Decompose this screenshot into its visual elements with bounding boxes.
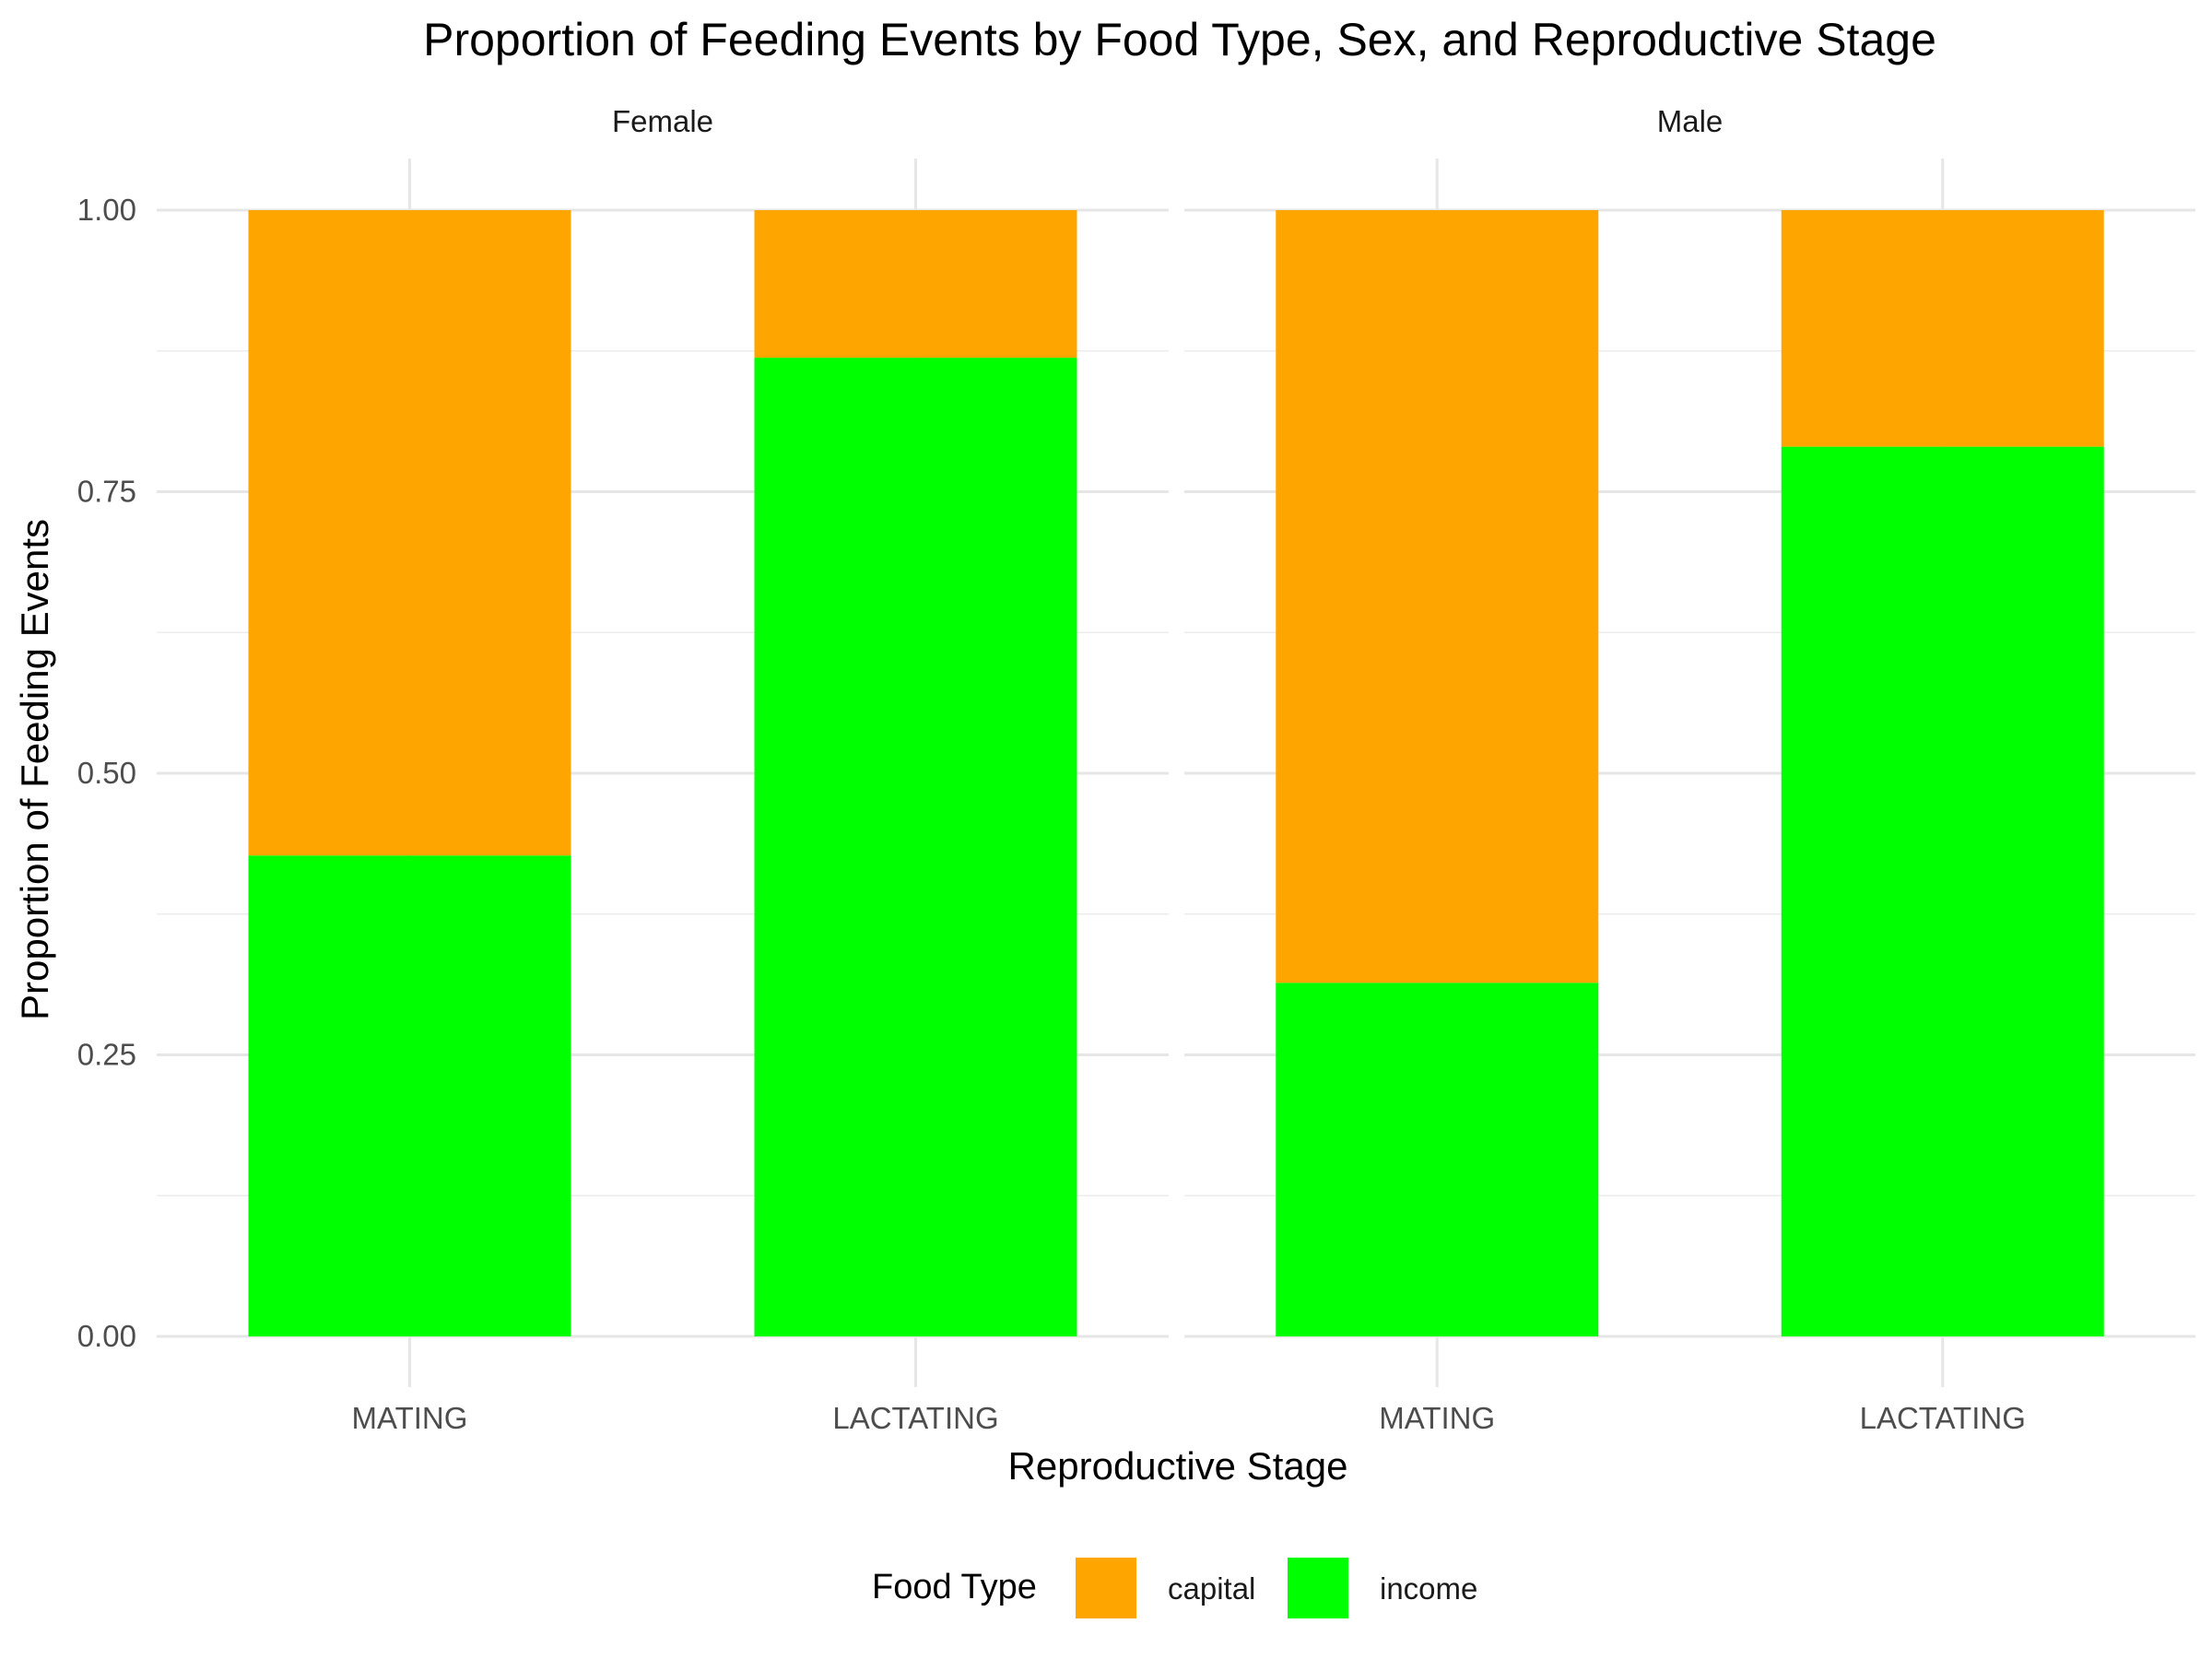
panel-female: Female MATING LACTATING xyxy=(157,104,1169,1435)
bar-capital-mating xyxy=(248,210,571,856)
panel-male: Male MATING LACTATING xyxy=(1184,104,2195,1435)
legend-title: Food Type xyxy=(872,1568,1037,1606)
legend-key-income xyxy=(1288,1558,1348,1618)
bar-capital-lactating xyxy=(754,210,1077,359)
x-tick-label: MATING xyxy=(1379,1401,1495,1435)
y-tick-label: 0.00 xyxy=(77,1319,136,1353)
bar-capital-mating xyxy=(1276,210,1599,983)
plot-area: 0.00 0.25 0.50 0.75 1.00 Female MATING LACTATIN… xyxy=(77,104,2195,1435)
facet-label: Male xyxy=(1657,104,1724,138)
legend: Food Type capital income xyxy=(872,1558,1477,1618)
legend-label-capital: capital xyxy=(1168,1571,1255,1606)
y-tick-label: 1.00 xyxy=(77,193,136,227)
bar-income-mating xyxy=(1276,982,1599,1336)
y-tick-label: 0.25 xyxy=(77,1038,136,1072)
y-tick-label: 0.75 xyxy=(77,475,136,509)
chart-title: Proportion of Feeding Events by Food Typ… xyxy=(423,14,1936,65)
x-tick-label: LACTATING xyxy=(1860,1401,2026,1435)
y-tick-label: 0.50 xyxy=(77,756,136,790)
facet-label: Female xyxy=(612,104,713,138)
y-axis-title: Proportion of Feeding Events xyxy=(13,519,56,1020)
bar-income-lactating xyxy=(1781,446,2104,1336)
legend-key-capital xyxy=(1076,1558,1136,1618)
x-axis-title: Reproductive Stage xyxy=(1008,1444,1348,1488)
bar-capital-lactating xyxy=(1781,210,2104,447)
legend-label-income: income xyxy=(1380,1571,1477,1606)
x-tick-label: MATING xyxy=(352,1401,468,1435)
x-tick-label: LACTATING xyxy=(832,1401,998,1435)
bar-income-lactating xyxy=(754,358,1077,1336)
bar-income-mating xyxy=(248,855,571,1336)
